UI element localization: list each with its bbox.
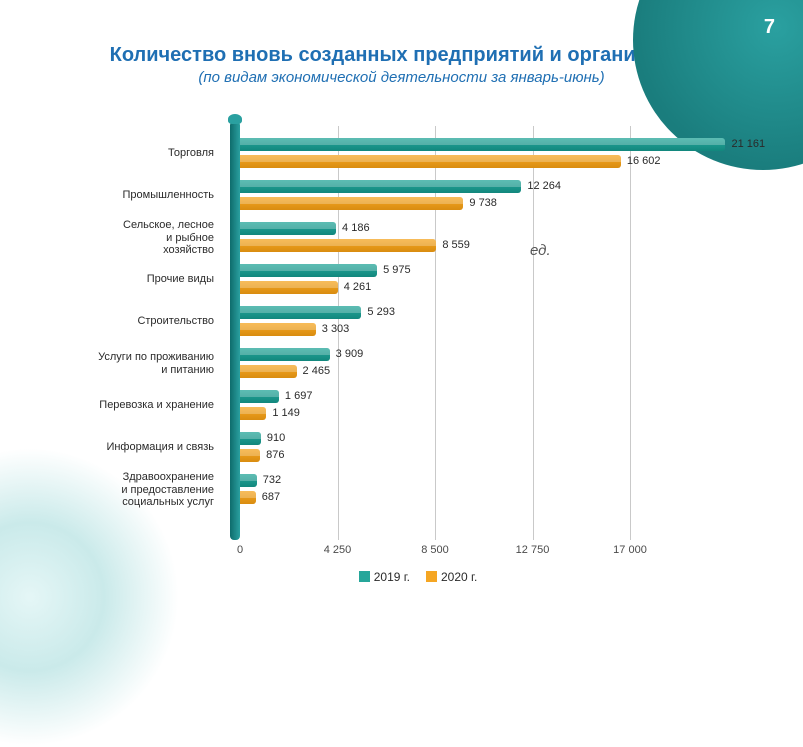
bar	[240, 306, 361, 319]
category-label: Сельское, лесноеи рыбноехозяйство	[60, 219, 220, 257]
bar	[240, 180, 521, 193]
slide-page-number: 7	[764, 16, 775, 39]
legend-label: 2019 г.	[374, 570, 410, 584]
value-label: 687	[262, 491, 280, 503]
value-label: 3 303	[322, 323, 350, 335]
category-label: Строительство	[60, 315, 220, 328]
bar	[240, 474, 257, 487]
y-axis-post	[230, 120, 240, 540]
x-tick-label: 4 250	[324, 544, 352, 556]
value-label: 16 602	[627, 155, 661, 167]
value-label: 3 909	[336, 348, 364, 360]
y-axis-cap	[228, 114, 242, 124]
value-label: 4 186	[342, 222, 370, 234]
bar	[240, 239, 436, 252]
bar	[240, 365, 297, 378]
value-label: 5 293	[367, 306, 395, 318]
value-label: 1 149	[272, 407, 300, 419]
value-label: 4 261	[344, 281, 372, 293]
bar	[240, 390, 279, 403]
legend-label: 2020 г.	[441, 570, 477, 584]
bar	[240, 432, 261, 445]
value-label: 732	[263, 474, 281, 486]
value-label: 12 264	[527, 180, 561, 192]
unit-label: ед.	[530, 242, 551, 259]
value-label: 8 559	[442, 239, 470, 251]
x-tick-label: 12 750	[516, 544, 550, 556]
value-label: 1 697	[285, 390, 313, 402]
category-label: Прочие виды	[60, 273, 220, 286]
bar	[240, 323, 316, 336]
legend-swatch	[426, 571, 437, 582]
bar	[240, 222, 336, 235]
value-label: 2 465	[303, 365, 331, 377]
value-label: 21 161	[731, 138, 765, 150]
bar	[240, 348, 330, 361]
legend-swatch	[359, 571, 370, 582]
bar	[240, 449, 260, 462]
bar	[240, 281, 338, 294]
x-tick-label: 0	[237, 544, 243, 556]
category-label: Перевозка и хранение	[60, 399, 220, 412]
bar	[240, 138, 725, 151]
category-label: Промышленность	[60, 189, 220, 202]
bar	[240, 264, 377, 277]
bar	[240, 491, 256, 504]
gridline	[630, 126, 631, 540]
bar	[240, 155, 621, 168]
chart: 04 2508 50012 75017 00021 16116 60212 26…	[60, 120, 760, 570]
value-label: 9 738	[469, 197, 497, 209]
x-tick-label: 8 500	[421, 544, 449, 556]
legend: 2019 г. 2020 г.	[60, 570, 760, 584]
value-label: 876	[266, 449, 284, 461]
category-label: Информация и связь	[60, 441, 220, 454]
bar	[240, 197, 463, 210]
value-label: 5 975	[383, 264, 411, 276]
category-label: Услуги по проживаниюи питанию	[60, 351, 220, 376]
category-label: Торговля	[60, 147, 220, 160]
plot-area: 04 2508 50012 75017 00021 16116 60212 26…	[230, 120, 640, 540]
value-label: 910	[267, 432, 285, 444]
x-tick-label: 17 000	[613, 544, 647, 556]
category-label: Здравоохранениеи предоставлениесоциальны…	[60, 471, 220, 509]
bar	[240, 407, 266, 420]
